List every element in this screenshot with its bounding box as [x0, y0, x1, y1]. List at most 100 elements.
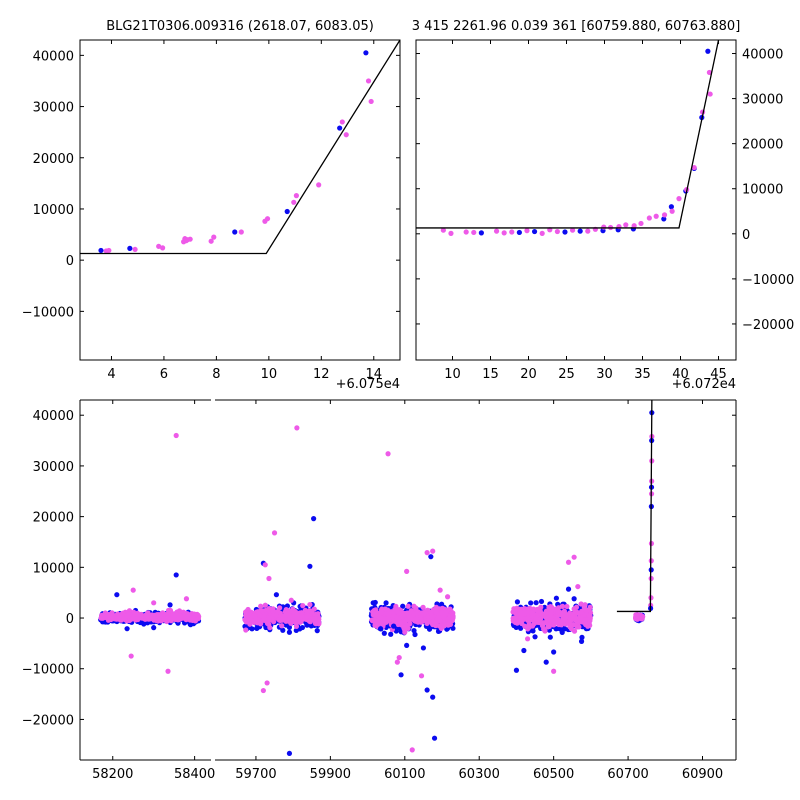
data-point: [635, 614, 641, 620]
data-point: [176, 608, 183, 614]
data-point: [109, 610, 115, 616]
data-point: [398, 622, 404, 628]
data-point: [509, 229, 515, 235]
x-tick-label: 58400: [174, 767, 215, 782]
data-point: [276, 617, 283, 623]
data-point: [304, 622, 310, 628]
data-point: [130, 587, 136, 593]
data-point: [585, 228, 591, 234]
data-point: [265, 618, 271, 624]
data-point: [179, 614, 186, 620]
data-point: [316, 619, 322, 626]
x-tick-label: 60100: [384, 767, 425, 782]
data-point: [550, 622, 557, 628]
data-point: [313, 611, 319, 617]
data-point: [252, 614, 258, 620]
data-point: [260, 608, 266, 614]
data-point: [547, 617, 553, 623]
data-point: [537, 609, 544, 615]
data-point: [165, 668, 171, 674]
data-point: [194, 611, 200, 617]
data-point: [169, 615, 176, 622]
data-point: [424, 550, 430, 556]
data-point: [260, 687, 266, 694]
data-point: [279, 623, 285, 629]
data-point: [587, 604, 593, 610]
data-point: [382, 606, 388, 612]
y-tick-label: 0: [66, 612, 74, 627]
panel-marks: [80, 39, 401, 255]
panel-top-left: BLG21T0306.009316 (2618.07, 6083.05) 4 6 8…: [22, 19, 401, 392]
data-point: [514, 620, 520, 626]
data-point: [114, 592, 120, 598]
data-point: [110, 614, 116, 620]
data-point: [370, 609, 376, 615]
data-point: [273, 592, 279, 598]
data-point: [277, 605, 283, 611]
data-point: [631, 223, 637, 229]
data-point: [390, 618, 397, 624]
data-point: [151, 600, 157, 606]
data-point: [151, 625, 157, 631]
data-point: [399, 612, 405, 618]
data-point: [539, 230, 545, 236]
data-point: [293, 193, 299, 199]
data-point: [518, 615, 524, 621]
model-line: [616, 399, 653, 613]
data-point: [661, 212, 668, 218]
data-point: [547, 634, 553, 640]
data-point: [575, 583, 581, 590]
data-point: [578, 617, 584, 623]
data-point: [388, 631, 394, 637]
data-point: [561, 617, 567, 623]
model-line: [416, 39, 720, 229]
data-point: [414, 610, 421, 617]
data-point: [564, 603, 570, 610]
data-point: [271, 619, 277, 625]
data-point: [420, 604, 426, 610]
y-tick-label: −20000: [22, 713, 74, 728]
data-point: [587, 614, 593, 620]
data-point: [395, 616, 402, 622]
x-tick-label: 15: [482, 367, 499, 382]
y-tick-label: 0: [742, 228, 750, 243]
data-point: [707, 91, 713, 97]
axis-ticks: 10 15 20 25 30 35 40 45 −20000 −10000 0 10000 20000 3…: [416, 40, 794, 382]
data-point: [105, 617, 111, 623]
x-tick-label: 40: [672, 367, 689, 382]
data-point: [270, 608, 276, 615]
data-point: [252, 618, 259, 624]
data-point: [307, 563, 313, 569]
data-point: [513, 667, 520, 673]
data-point: [706, 69, 713, 76]
data-point: [286, 629, 293, 635]
panel-bottom: 58200 58400 59700 59900 60100 60300 60500 60700…: [22, 399, 737, 782]
data-point: [343, 132, 349, 138]
data-point: [434, 607, 440, 613]
data-point: [555, 610, 561, 616]
y-tick-label: −10000: [22, 305, 74, 320]
data-point: [311, 516, 317, 522]
data-point: [551, 668, 557, 674]
data-point: [534, 619, 541, 625]
data-point: [565, 559, 572, 565]
data-point: [258, 621, 264, 627]
data-point: [396, 654, 402, 661]
data-point: [516, 229, 522, 236]
data-point: [385, 617, 392, 623]
data-point: [173, 432, 179, 439]
y-tick-label: 40000: [33, 409, 74, 424]
x-tick-label: 60300: [459, 767, 500, 782]
data-point: [134, 615, 140, 622]
data-point: [567, 616, 573, 622]
data-point: [413, 616, 419, 622]
data-point: [381, 630, 387, 636]
data-point: [538, 604, 544, 610]
data-point: [394, 659, 400, 665]
data-point: [559, 603, 566, 609]
data-point: [127, 245, 133, 251]
data-point: [418, 673, 425, 679]
data-point: [574, 610, 580, 616]
data-point: [314, 628, 320, 634]
data-point: [576, 624, 582, 630]
